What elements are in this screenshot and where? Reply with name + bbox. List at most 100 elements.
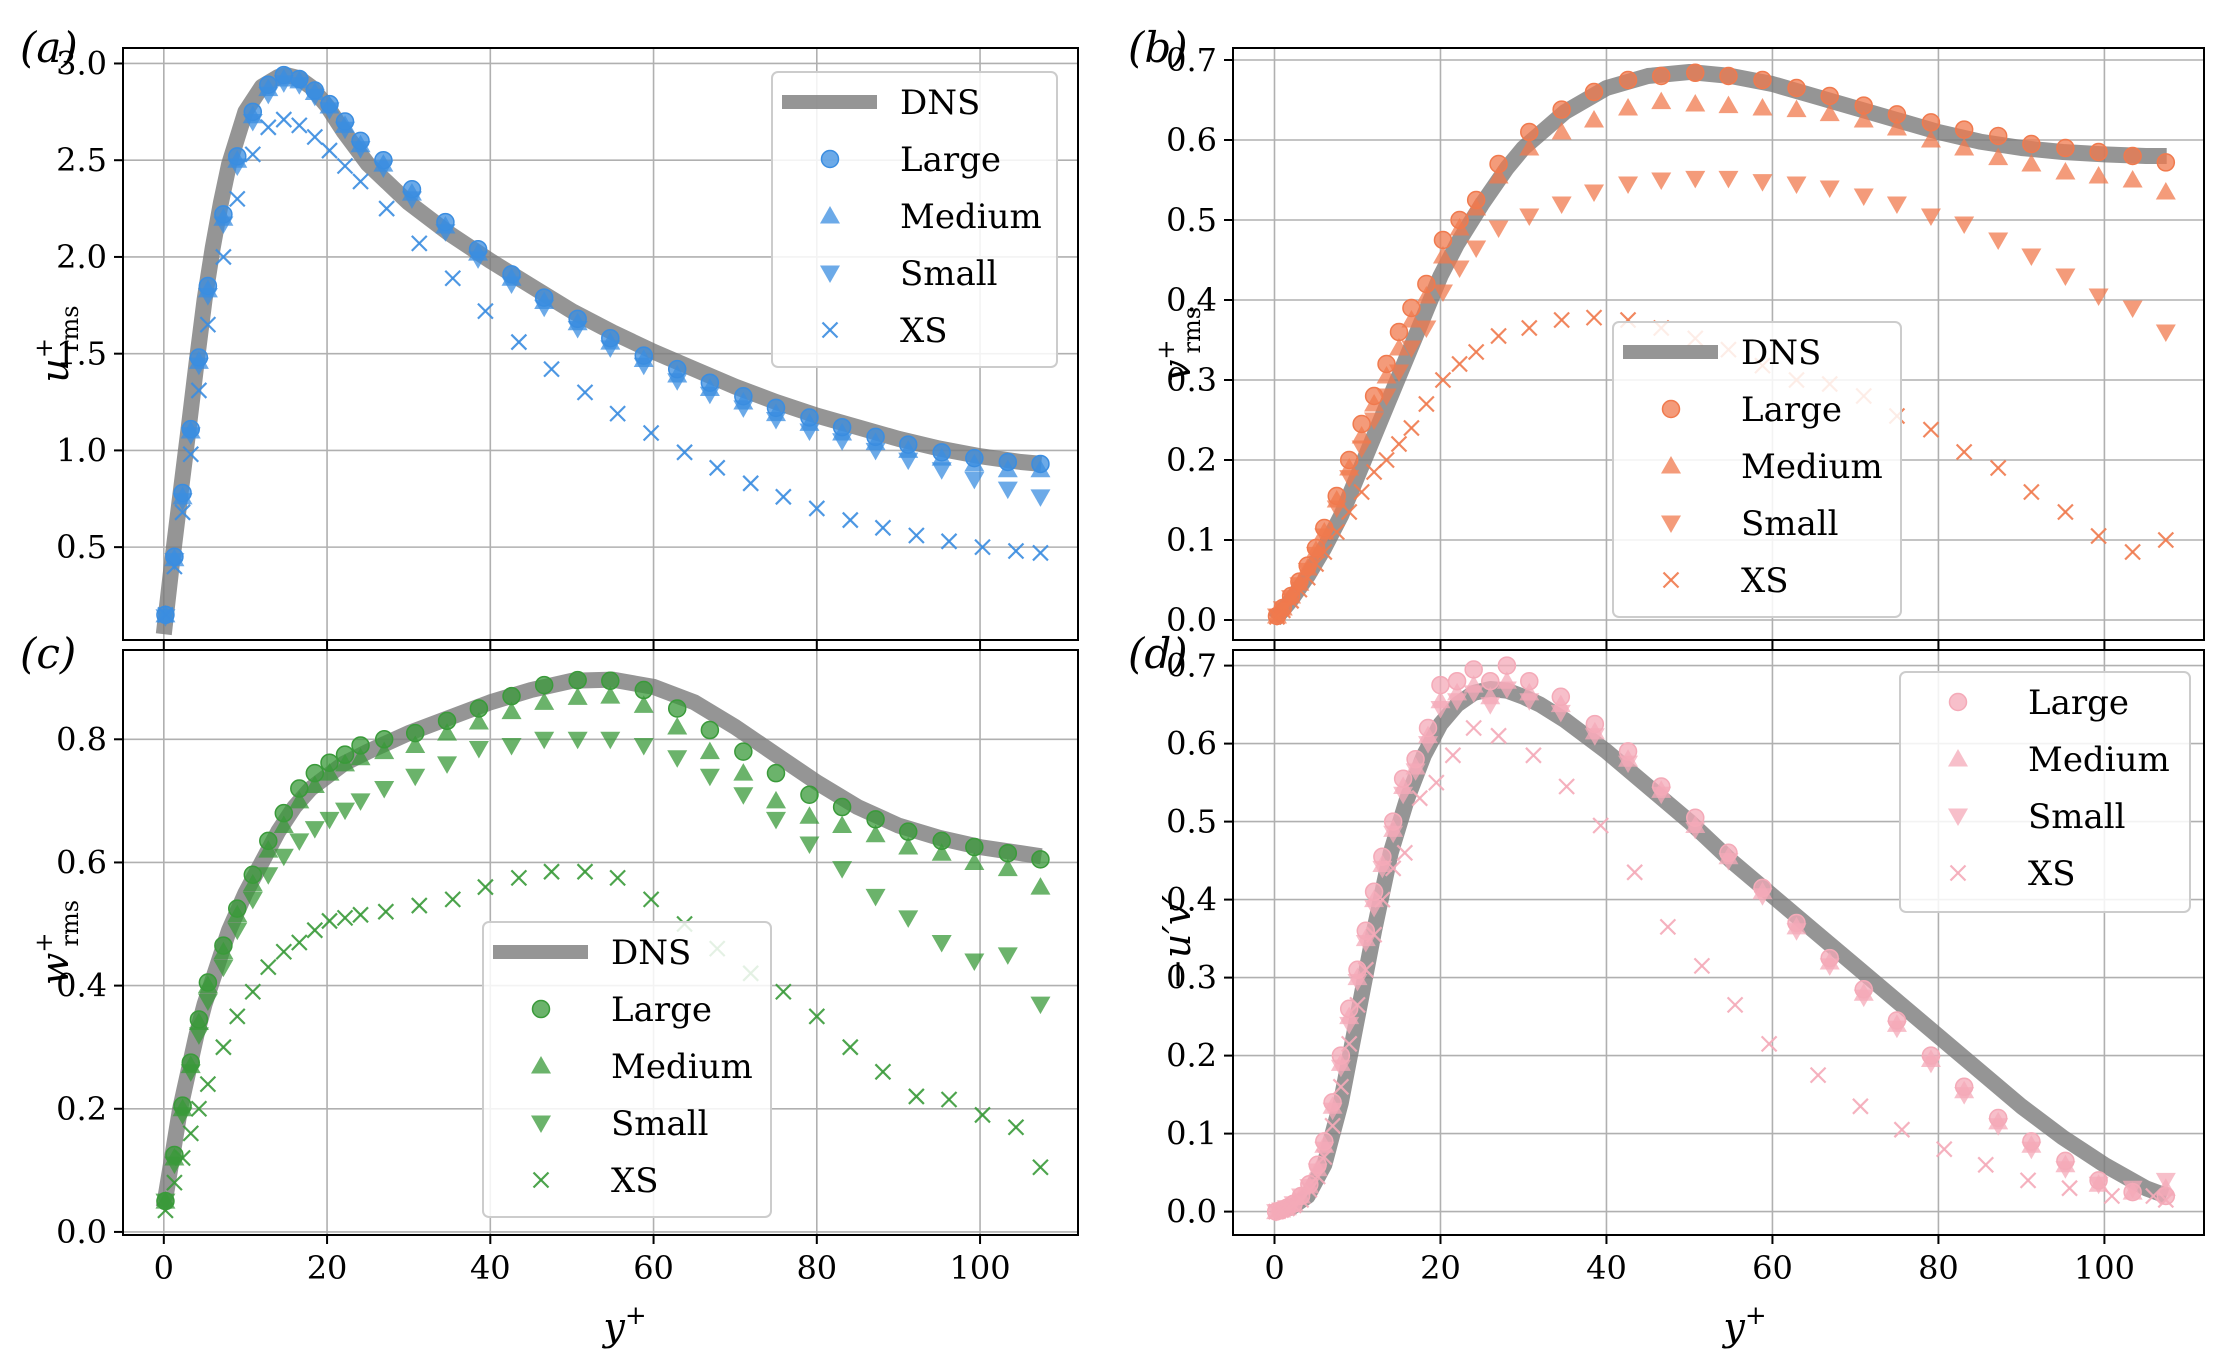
y-tick-label: 0.3 [1166,361,1217,399]
legend-swatch-large [1948,692,1968,712]
x-stroke [275,943,293,961]
point-xs [291,117,308,134]
point-small [188,357,209,376]
y-tick-label: 0.6 [1166,121,1217,159]
point-small [1618,176,1639,194]
x-stroke [215,248,232,266]
point-small [1519,208,1540,226]
point-small [401,191,422,209]
point-xs [1893,1121,1911,1138]
legend-label-xs: XS [2028,854,2076,894]
point-xs [306,921,324,939]
point-small [273,75,294,93]
point-small [667,373,688,391]
legend-box [1612,321,1902,618]
y-axis-label: −u′v′ [1155,895,1199,990]
point-medium [1718,95,1739,114]
point-xs [260,958,277,976]
x-stroke [1989,459,2007,477]
y-tick-label: 0.6 [56,843,107,881]
point-small [997,947,1018,965]
point-xs [378,200,395,217]
point-small [319,811,340,830]
x-stroke [940,1091,958,1108]
legend: DNS Large Medium Small XS [1612,321,1902,618]
legend-label-dns: DNS [900,83,980,123]
x-axis-label-d: y+ [1721,1301,1766,1349]
legend-box [1899,671,2191,913]
legend-label-xs: XS [1741,561,1789,601]
point-xs [1332,1078,1350,1096]
x-stroke [1760,1035,1778,1053]
point-medium [1988,147,2009,166]
x-stroke [1007,1118,1025,1136]
point-small [2155,324,2176,342]
point-xs [1490,327,1507,345]
point-xs [1444,747,1462,764]
legend-label-medium: Medium [900,197,1042,237]
x-stroke [1378,451,1395,469]
point-xs [1282,592,1300,610]
legend-label-medium: Medium [1741,447,1883,487]
x-stroke [775,488,792,506]
point-xs [1292,1191,1310,1209]
point-large [1520,122,1539,142]
point-small [1786,923,1807,941]
axes-frame [1232,649,2205,1236]
x-stroke [1403,419,1420,437]
x-stroke [1490,327,1507,345]
legend-swatch-xs [1662,571,1680,589]
point-small [164,553,185,571]
x-stroke [1977,1156,1995,1174]
point-xs [190,382,208,399]
point-xs [1411,789,1429,807]
point-xs [1324,1117,1341,1135]
point-medium [1466,198,1487,216]
x-stroke [1585,309,1603,326]
x-stroke [1893,1121,1911,1138]
panel-label: (c) [20,629,76,678]
x-stroke [1434,371,1452,389]
point-xs [2103,1187,2121,1205]
x-stroke [1285,1197,1302,1214]
x-stroke [1726,996,1744,1014]
point-small [1819,958,1840,976]
point-small [1584,728,1605,746]
x-stroke [609,869,626,887]
point-small [468,741,489,759]
y-tick-label: 2.0 [56,238,107,276]
x-stroke [1365,926,1383,943]
point-xs [1007,1118,1025,1136]
legend-swatch-large [1661,399,1681,419]
legend-swatch-small [1661,515,1681,533]
y-tick-label: 0.0 [56,1213,107,1251]
point-medium [319,763,340,781]
point-small [1718,170,1739,189]
point-xs [2157,531,2175,549]
x-stroke [336,909,354,927]
point-xs [321,912,338,930]
x-stroke [174,1149,191,1167]
x-stroke [908,1088,925,1105]
point-large [1618,70,1638,90]
point-medium [1584,110,1605,128]
point-small [1651,172,1672,190]
point-medium [1920,130,1941,148]
x-stroke [1390,435,1408,453]
point-xs [1374,891,1391,908]
point-small [1322,1102,1343,1121]
y-tick-label: 0.7 [1166,647,1217,685]
x-stroke [215,1038,232,1056]
legend-label-dns: DNS [1741,333,1821,373]
point-small [898,452,919,471]
point-medium [2055,162,2076,180]
point-xs [1465,719,1482,737]
point-small [1405,763,1426,781]
point-xs [808,1008,826,1025]
x-stroke [1490,727,1507,745]
y-tick-label: 1.5 [56,335,107,373]
point-medium [765,790,786,809]
point-medium [931,843,952,861]
legend-label-medium: Medium [2028,740,2170,780]
x-tick-label: 60 [1752,1249,1793,1287]
